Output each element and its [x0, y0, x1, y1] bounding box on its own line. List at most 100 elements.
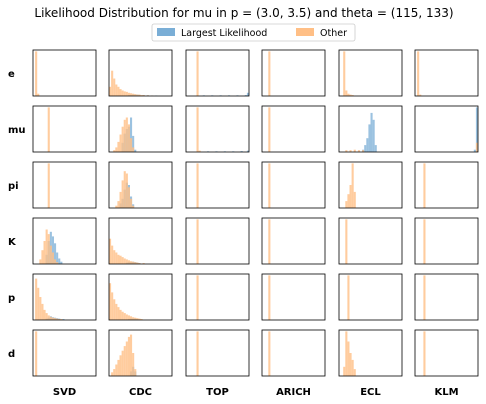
bar-other: [345, 219, 348, 264]
bar-other: [130, 93, 133, 96]
bar-other: [349, 185, 352, 208]
bar-largest-likelihood: [473, 149, 476, 152]
panel-p-ecl: [338, 273, 403, 321]
bar-other: [130, 138, 133, 152]
bar-other: [111, 372, 114, 376]
bar-other: [347, 275, 350, 320]
bar-largest-likelihood: [246, 150, 249, 152]
panel-k-arich: [261, 217, 326, 265]
bar-other: [54, 259, 57, 264]
bar-other: [49, 245, 52, 264]
bar-largest-likelihood: [134, 149, 137, 152]
bar-other: [119, 191, 122, 208]
bar-other: [41, 250, 44, 264]
bar-other: [142, 95, 145, 96]
panel-frame: [185, 273, 250, 321]
bar-other: [136, 262, 139, 264]
panel-frame: [32, 49, 97, 97]
bar-other: [56, 318, 59, 320]
panel-d-cdc: [108, 329, 173, 377]
bar-other: [132, 205, 135, 208]
bar-other: [115, 364, 118, 376]
panel-frame: [261, 217, 326, 265]
bar-other: [125, 341, 128, 376]
bar-other: [60, 319, 63, 320]
panel-frame: [338, 329, 403, 377]
bar-other: [140, 95, 143, 96]
bar-other: [119, 355, 122, 376]
bar-other: [130, 261, 133, 264]
bar-other: [268, 219, 271, 264]
column-label-arich: ARICH: [276, 387, 311, 398]
bar-other: [119, 255, 122, 264]
bar-other: [138, 318, 141, 320]
bar-other: [125, 91, 128, 96]
panel-p-klm: [414, 273, 479, 321]
bar-other: [475, 142, 478, 152]
panel-frame: [185, 49, 250, 97]
bar-other: [138, 263, 141, 264]
bar-other: [351, 359, 354, 376]
bar-other: [109, 86, 112, 96]
bar-other: [123, 171, 126, 208]
bar-other: [345, 201, 348, 208]
bar-other: [117, 359, 120, 376]
bar-other: [127, 92, 130, 96]
panel-frame: [414, 329, 479, 377]
panel-e-top: [185, 49, 250, 97]
bar-other: [109, 283, 112, 320]
bar-other: [117, 307, 120, 320]
panel-d-svd: [32, 329, 97, 377]
bar-other: [121, 311, 124, 320]
panel-p-svd: [32, 273, 97, 321]
bar-other: [113, 150, 116, 152]
bar-other: [130, 316, 133, 320]
panel-mu-svd: [32, 105, 97, 153]
bar-other: [45, 313, 48, 320]
bar-other: [351, 163, 354, 208]
column-label-ecl: ECL: [360, 387, 381, 398]
panel-pi-ecl: [338, 161, 403, 209]
panel-frame: [185, 217, 250, 265]
panel-k-ecl: [338, 217, 403, 265]
panel-pi-arich: [261, 161, 326, 209]
bar-other: [113, 78, 116, 96]
panel-frame: [414, 217, 479, 265]
bar-other: [125, 259, 128, 264]
panel-frame: [414, 273, 479, 321]
bar-other: [138, 94, 141, 96]
panel-frame: [261, 329, 326, 377]
panel-k-klm: [414, 217, 479, 265]
bar-other: [353, 369, 356, 376]
bar-other: [349, 353, 352, 376]
panel-k-cdc: [108, 217, 173, 265]
bar-other: [35, 331, 38, 376]
bar-other: [39, 259, 42, 264]
panel-e-cdc: [108, 49, 173, 97]
bar-largest-likelihood: [246, 92, 249, 96]
panel-frame: [414, 49, 479, 97]
panel-pi-klm: [414, 161, 479, 209]
panel-frame: [108, 105, 173, 153]
bar-other: [47, 107, 50, 152]
bar-other: [111, 292, 114, 320]
panel-frame: [32, 329, 97, 377]
column-label-cdc: CDC: [129, 387, 152, 398]
bar-other: [357, 150, 360, 152]
bar-other: [49, 316, 52, 320]
row-labels: e mu pi Kp d: [8, 69, 26, 360]
bar-largest-likelihood: [244, 95, 247, 96]
bar-other: [196, 51, 199, 96]
bar-other: [127, 336, 130, 376]
bar-other: [142, 263, 145, 264]
panel-e-ecl: [338, 49, 403, 97]
legend-label-largest-likelihood: Largest Likelihood: [181, 28, 267, 39]
bar-other: [423, 163, 426, 208]
bar-other: [115, 205, 118, 208]
bar-other: [119, 89, 122, 96]
bar-other: [41, 303, 44, 320]
panel-frame: [108, 329, 173, 377]
row-label-mu: mu: [8, 125, 26, 136]
panel-k-top: [185, 217, 250, 265]
